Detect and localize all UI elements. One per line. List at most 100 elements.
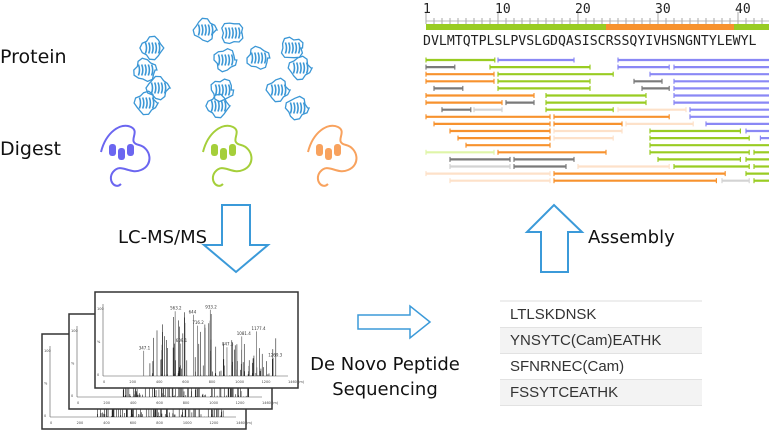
spectrum-peak-label: 563.2 (170, 306, 182, 311)
ruler-number: 1 (423, 2, 431, 17)
protein-domain-strand (280, 84, 284, 96)
up-arrow-icon (524, 203, 585, 273)
spectrum-y-tick: % (44, 382, 48, 386)
spectrum-y-tick: % (71, 362, 75, 366)
protein-label: Protein (0, 46, 67, 68)
protein-domain-strand (223, 100, 227, 112)
spectrum-peak-label: 347.1 (139, 345, 151, 350)
protein-domain-strand (197, 24, 201, 36)
spectrum-x-tick: 600 (156, 401, 163, 405)
peptide-row: YNSYTC(Cam)EATHK (500, 328, 702, 354)
digest-helix (316, 144, 323, 156)
ruler-segment (426, 24, 606, 30)
protein-domain-strand (210, 100, 214, 112)
protein-domain-strand (299, 102, 303, 114)
protein-domain (210, 78, 235, 103)
spectrum-peak-label: 1081.4 (237, 331, 251, 336)
protein-domain-strand (217, 54, 221, 66)
digest-helix (229, 144, 236, 156)
spectrum-x-tick: 600 (182, 380, 189, 384)
spectrum-x-tick: 0 (77, 401, 79, 405)
digest-structures (100, 124, 358, 187)
protein-domain-strand (147, 42, 151, 54)
protein-domain-strand (150, 82, 154, 94)
spectrum-x-tick: 600 (130, 421, 137, 425)
protein-domain-strand (237, 27, 241, 39)
protein-domain-strand (224, 27, 228, 39)
protein-domain-strand (260, 52, 264, 64)
spectrum-peak-label: 1177.4 (252, 326, 266, 331)
ruler-number: 10 (495, 2, 511, 17)
protein-domain-strand (154, 42, 158, 54)
ruler-segment (606, 24, 734, 30)
digest-helix (334, 144, 341, 156)
protein-sequence: DVLMTQTPLSLPVSLGDQASISCRSSQYIVHSNGNTYLEW… (423, 34, 757, 49)
spectrum-y-tick: 0 (71, 394, 73, 398)
digest-helix (109, 144, 116, 156)
ruler-number: 20 (575, 2, 591, 17)
protein-domain-strand (144, 64, 147, 76)
protein-domain (133, 90, 160, 116)
ruler-number: 40 (735, 2, 751, 17)
protein-domain-strand (305, 62, 309, 74)
protein-domain-strand (296, 102, 299, 114)
protein-domain-strand (227, 27, 231, 39)
protein-domain-strand (213, 100, 217, 112)
protein-domain-strand (204, 24, 207, 36)
protein-domain-strand (141, 97, 145, 109)
peptide-row: LTLSKDNSK (500, 302, 702, 328)
protein-domain-strand (148, 97, 152, 109)
digest-helix (211, 144, 218, 156)
down-arrow-icon (201, 204, 271, 274)
protein-domain-strand (253, 52, 257, 64)
digest-helix (127, 144, 134, 156)
protein-domain-strand (234, 27, 238, 39)
protein-domain-strand (217, 100, 220, 112)
spectrum-y-tick: 0 (97, 373, 99, 377)
spectrum-y-tick: 100 (97, 307, 104, 311)
spectrum-peak-label: 847.3 (222, 342, 234, 347)
protein-domain (139, 35, 165, 61)
protein-domain-strand (160, 82, 164, 94)
digest-peptide-coil (202, 124, 253, 187)
lcms-label: LC-MS/MS (118, 227, 208, 248)
protein-domain-strand (224, 54, 227, 66)
protein-domain-strand (151, 42, 154, 54)
protein-domain-strand (153, 82, 157, 94)
protein-domain (246, 45, 271, 70)
protein-domain-strand (227, 54, 231, 66)
spectrum-frame (94, 291, 299, 389)
digest-peptide-coil (307, 124, 358, 187)
protein-domain-strand (273, 84, 277, 96)
spectrum-x-tick: 1460 (m) (262, 401, 279, 405)
protein-domain-strand (220, 100, 224, 112)
protein-domain-strand (297, 42, 301, 54)
protein-domain-strand (292, 62, 296, 74)
protein-domain-strand (214, 84, 218, 96)
assembly-label: Assembly (588, 227, 675, 248)
protein-domain-strand (302, 62, 306, 74)
spectrum-x-tick: 1460 (m) (288, 380, 305, 384)
protein-domain-strand (294, 42, 298, 54)
spectrum-x-tick: 0 (50, 421, 52, 425)
protein-domain (192, 17, 219, 43)
protein-domain-strand (151, 97, 155, 109)
protein-domain-strand (147, 64, 151, 76)
protein-domain (287, 55, 314, 81)
protein-domain-strand (220, 54, 224, 66)
protein-domain-strand (145, 97, 148, 109)
spectrum-y-tick: % (97, 340, 101, 344)
protein-domain-strand (231, 27, 234, 39)
protein-domain-strand (284, 42, 288, 54)
protein-structures (133, 17, 314, 121)
spectrum-x-tick: 1000 (209, 401, 218, 405)
spectrum-x-tick: 400 (103, 421, 110, 425)
protein-domain (133, 57, 158, 83)
peptide-list: LTLSKDNSK YNSYTC(Cam)EATHK SFNRNEC(Cam) … (500, 300, 702, 420)
spectrum-x-tick: 1200 (236, 401, 245, 405)
spectrum-x-tick: 1460 (m) (236, 421, 253, 425)
protein-domain (280, 36, 304, 59)
spectrum-x-tick: 400 (156, 380, 163, 384)
protein-domain-strand (144, 42, 148, 54)
